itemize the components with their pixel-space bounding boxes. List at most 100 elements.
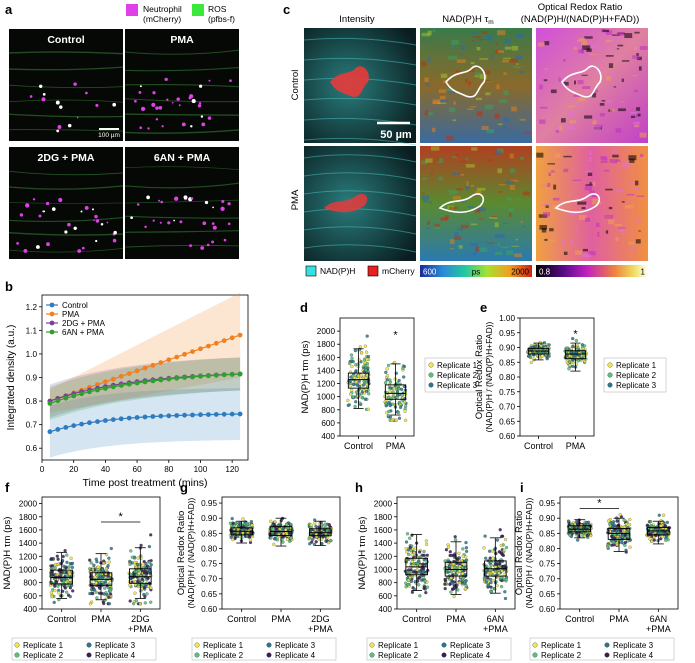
neutrophil-dot [212,225,217,230]
flim-pixel [552,197,560,201]
flim-pixel [592,201,601,205]
flim-pixel [497,168,503,174]
data-point [443,586,447,591]
data-point [313,521,317,525]
flim-pixel [592,181,596,187]
flim-pixel [630,246,636,251]
legend-mcherry-label: mCherry [382,266,415,276]
neutrophil-dot [166,98,169,101]
neutrophil-dot [212,206,214,209]
muscle-fiber [124,113,240,116]
legend-marker [607,382,613,388]
data-point [495,583,499,588]
flim-pixel [633,121,640,125]
data-point [611,520,616,524]
legend-box [191,637,337,661]
point-pma [174,354,180,360]
column-title-redox: Optical Redox Ratio [538,2,622,13]
flim-pixel [453,101,456,105]
neutrophil-dot [199,84,203,88]
data-point [446,545,451,549]
flim-pixel [600,156,607,159]
data-point [661,513,666,517]
y-tick-label: 1.0 [26,350,38,359]
significance-star: * [573,328,578,340]
flim-pixel [498,99,508,103]
point-control [142,414,148,420]
flim-pixel [515,63,520,65]
significance-star: * [597,498,602,510]
flim-pixel [460,173,465,176]
data-point [385,378,389,382]
data-point [356,374,361,378]
data-point [104,566,109,571]
flim-pixel [520,156,524,160]
data-point [383,381,388,385]
data-point [272,542,276,547]
data-point [425,553,429,557]
panel-letter-f: f [5,480,10,495]
data-point [464,583,468,588]
flim-pixel [440,99,449,102]
y-tick-label: 400 [378,605,392,614]
neutrophil-dot [100,222,104,226]
data-point [412,551,416,555]
flim-pixel [611,37,621,40]
data-point [130,555,134,559]
y-tick-label: 1600 [19,526,38,535]
data-point [405,550,409,554]
legend-entry: Replicate 4 [275,651,316,660]
flim-pixel [423,200,428,203]
neutrophil-dot [81,246,85,250]
x-tick-label: Control [344,441,373,451]
legend-entry: Replicate 3 [450,641,491,650]
neutrophil-dot [93,219,95,222]
flim-pixel [503,57,511,60]
flim-pixel [551,170,555,173]
data-point [139,554,143,558]
flim-pixel [547,182,551,188]
flim-pixel [543,79,548,82]
plot-frame-e [519,317,595,437]
data-point [623,543,627,548]
neutrophil-dot [35,245,40,249]
neutrophil-dot [173,219,176,222]
data-point [500,534,504,539]
flim-pixel [439,95,446,100]
neutrophil-dot [183,195,188,200]
muscle-fiber [8,170,124,176]
legend-entry: PMA [62,310,80,319]
data-point [407,568,411,572]
flim-pixel [550,89,557,94]
data-point [574,520,579,524]
data-point [464,540,468,545]
chart-g: 0.60 0.65 0.70 0.75 0.80 0.85 0.90 0.95 Control P… [176,496,341,661]
y-tick-label: 0.65 [539,590,555,599]
flim-pixel [636,53,639,57]
data-point [365,334,369,338]
data-point [460,565,464,569]
legend-marker [607,362,613,368]
neutrophil-dot [29,95,33,98]
y-tick-label: 1200 [317,380,336,389]
data-point [397,400,402,405]
image-c-control-redox [536,28,648,143]
data-point [49,557,54,561]
legend-ros-label: ROS [208,4,227,14]
neutrophil-dot [155,106,159,110]
flim-pixel [544,68,548,70]
data-point [499,543,503,548]
data-point [452,584,456,588]
flim-pixel [497,50,504,53]
data-point [245,533,249,538]
flim-pixel [444,215,449,220]
neutrophil-dot [32,198,36,201]
neutrophil-dot [198,102,202,105]
plot-frame-d [339,317,415,437]
data-point [664,538,668,542]
data-point [622,518,626,522]
data-point [448,550,452,554]
legend-ros-sub: (pfbs-f) [208,14,235,24]
x-tick-label: 120 [225,465,239,474]
point-an [134,380,140,386]
